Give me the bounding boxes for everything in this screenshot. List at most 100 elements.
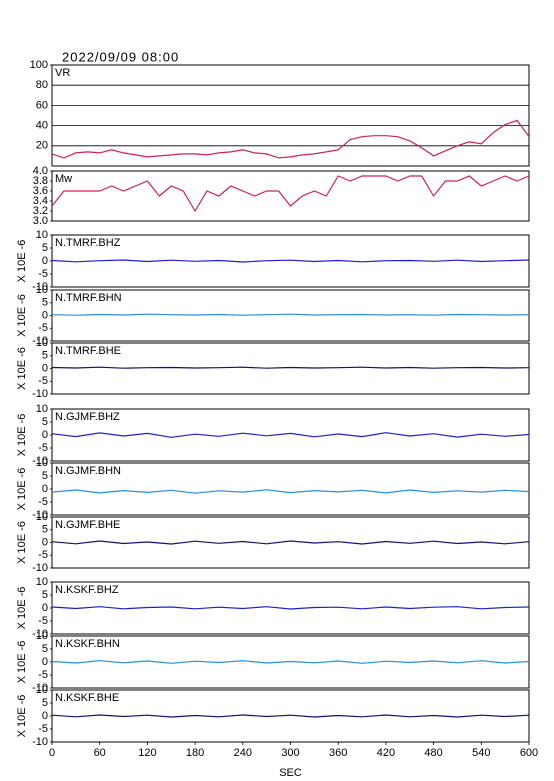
- trace: [51, 119, 530, 159]
- x-tick-label: 0: [49, 747, 55, 759]
- panel-frame: [51, 462, 530, 516]
- y-tick-label: -5: [38, 723, 48, 735]
- trace: [51, 259, 530, 263]
- y-tick-label: 10: [36, 576, 48, 588]
- panel-frame: [51, 342, 530, 395]
- y-tick-label: 5: [42, 697, 48, 709]
- x-tick-label: 420: [377, 747, 395, 759]
- y-tick-label: 10: [36, 337, 48, 349]
- y-axis-label: X 10E -6: [16, 521, 28, 564]
- x-tick-label: 300: [281, 747, 299, 759]
- y-tick-label: -10: [32, 509, 48, 521]
- panel-frame: [51, 289, 530, 342]
- trace: [51, 489, 530, 494]
- y-tick-label: 3.6: [33, 185, 48, 197]
- trace: [51, 175, 530, 213]
- y-tick-label: -10: [32, 562, 48, 574]
- panel-label: N.KSKF.BHN: [55, 638, 120, 650]
- y-tick-label: -5: [38, 549, 48, 561]
- y-tick-label: 5: [42, 350, 48, 362]
- y-tick-label: -10: [32, 628, 48, 640]
- y-tick-label: 0: [42, 309, 48, 321]
- y-axis-label: X 10E -6: [16, 240, 28, 283]
- x-tick-label: 120: [138, 747, 156, 759]
- panel-frame: [51, 64, 530, 167]
- trace: [51, 606, 530, 610]
- y-tick-label: 3.4: [33, 195, 48, 207]
- x-axis-label: SEC: [279, 767, 302, 779]
- trace: [51, 366, 530, 369]
- y-axis-label: X 10E -6: [16, 414, 28, 457]
- x-tick-label: 360: [329, 747, 347, 759]
- panel-label: VR: [55, 67, 70, 79]
- y-tick-label: 3.0: [33, 215, 48, 227]
- y-tick-label: 0: [42, 602, 48, 614]
- panel-label: N.GJMF.BHN: [55, 465, 121, 477]
- y-tick-label: 5: [42, 643, 48, 655]
- panel-label: Mw: [55, 173, 72, 185]
- y-tick-label: 10: [36, 229, 48, 241]
- y-tick-label: 10: [36, 457, 48, 469]
- x-tick-label: 600: [520, 747, 538, 759]
- panel-frame: [51, 581, 530, 635]
- y-axis-label: X 10E -6: [16, 294, 28, 337]
- y-tick-label: 40: [36, 120, 48, 132]
- y-tick-label: 60: [36, 99, 48, 111]
- y-tick-label: -5: [38, 442, 48, 454]
- panel-label: N.TMRF.BHZ: [55, 237, 121, 249]
- y-tick-label: 100: [30, 59, 48, 71]
- panel-label: N.TMRF.BHN: [55, 292, 122, 304]
- y-tick-label: -10: [32, 281, 48, 293]
- trace: [51, 540, 530, 545]
- y-tick-label: -5: [38, 375, 48, 387]
- x-tick-label: 180: [186, 747, 204, 759]
- x-tick-label: 60: [94, 747, 106, 759]
- y-tick-label: -5: [38, 615, 48, 627]
- y-tick-label: -10: [32, 335, 48, 347]
- y-tick-label: 0: [42, 710, 48, 722]
- y-tick-label: 10: [36, 284, 48, 296]
- y-tick-label: -5: [38, 496, 48, 508]
- y-tick-label: 80: [36, 79, 48, 91]
- trace: [51, 313, 530, 316]
- y-tick-label: 0: [42, 255, 48, 267]
- x-tick-label: 240: [234, 747, 252, 759]
- y-tick-label: 10: [36, 684, 48, 696]
- y-tick-label: 0: [42, 362, 48, 374]
- y-axis-label: X 10E -6: [16, 587, 28, 630]
- y-tick-label: 4.0: [33, 165, 48, 177]
- y-axis-label: X 10E -6: [16, 641, 28, 684]
- trace: [51, 660, 530, 664]
- y-tick-label: 3.8: [33, 175, 48, 187]
- y-tick-label: 10: [36, 403, 48, 415]
- panel-frame: [51, 234, 530, 288]
- panel-frame: [51, 516, 530, 569]
- y-tick-label: 5: [42, 242, 48, 254]
- panel-label: N.KSKF.BHZ: [55, 584, 119, 596]
- x-tick-label: 540: [472, 747, 490, 759]
- y-tick-label: 20: [36, 140, 48, 152]
- y-tick-label: 0: [42, 483, 48, 495]
- panel-label: N.GJMF.BHZ: [55, 411, 120, 423]
- panel-frame: [51, 170, 530, 222]
- y-axis-label: X 10E -6: [16, 695, 28, 738]
- y-tick-label: 5: [42, 589, 48, 601]
- y-tick-label: 5: [42, 297, 48, 309]
- panel-label: N.TMRF.BHE: [55, 345, 121, 357]
- y-tick-label: -10: [32, 455, 48, 467]
- panel-label: N.KSKF.BHE: [55, 692, 119, 704]
- y-tick-label: -10: [32, 388, 48, 400]
- y-axis-label: X 10E -6: [16, 347, 28, 390]
- panel-frame: [51, 408, 530, 462]
- y-tick-label: 5: [42, 416, 48, 428]
- x-tick-label: 480: [424, 747, 442, 759]
- y-tick-label: 10: [36, 630, 48, 642]
- trace: [51, 432, 530, 438]
- panel-label: N.GJMF.BHE: [55, 519, 120, 531]
- y-tick-label: 0: [42, 429, 48, 441]
- y-tick-label: -10: [32, 682, 48, 694]
- y-tick-label: -10: [32, 736, 48, 748]
- y-tick-label: 5: [42, 470, 48, 482]
- y-tick-label: -5: [38, 268, 48, 280]
